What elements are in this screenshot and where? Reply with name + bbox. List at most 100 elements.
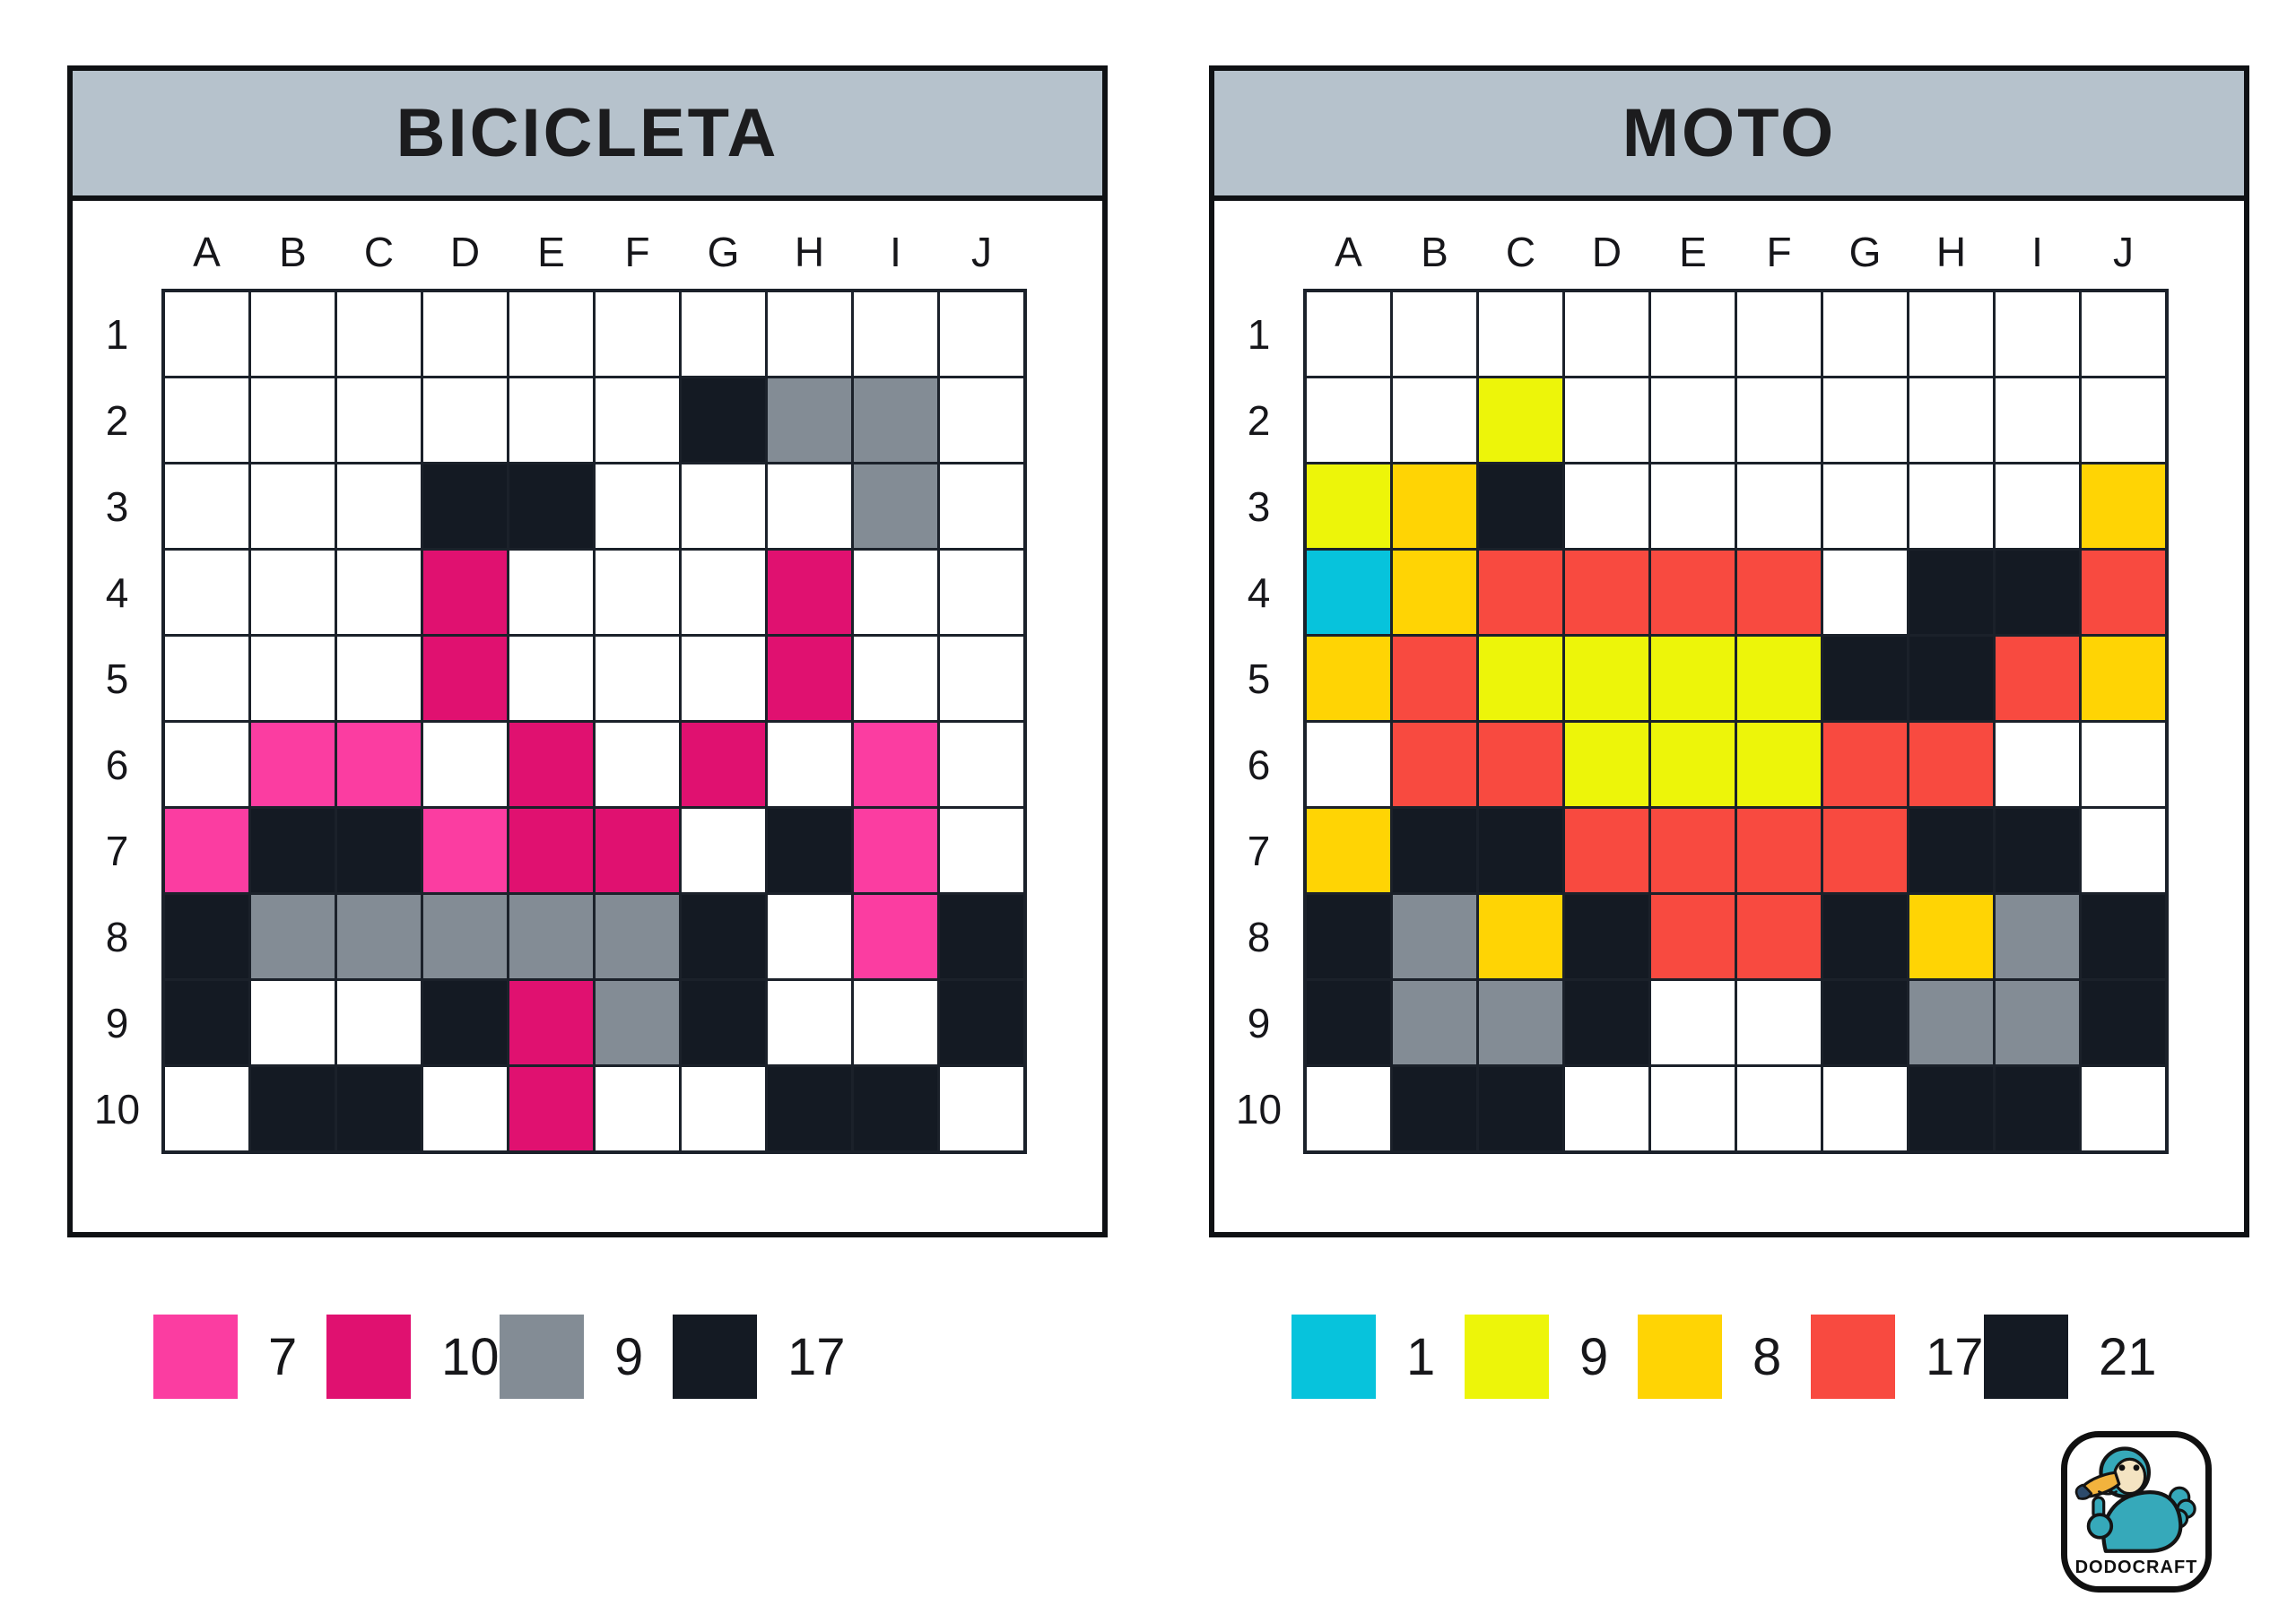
- legend-count-magenta: 10: [441, 1327, 500, 1386]
- row-label-9: 9: [105, 999, 129, 1046]
- grid-cell-D9: [1565, 981, 1648, 1064]
- row-label-3: 3: [1247, 482, 1271, 530]
- grid-cell-A9: [165, 981, 248, 1064]
- grid-cell-I5: [854, 637, 937, 720]
- grid-cell-J1: [2082, 292, 2165, 376]
- grid-cell-J4: [940, 551, 1023, 634]
- grid-cell-G9: [682, 981, 765, 1064]
- row-label-10: 10: [93, 1085, 141, 1133]
- pixel-grid-moto: [1303, 289, 2169, 1154]
- row-label-7: 7: [1247, 827, 1271, 874]
- legend-count-gray: 9: [614, 1327, 644, 1386]
- grid-cell-D2: [423, 378, 507, 462]
- row-label-7: 7: [105, 827, 129, 874]
- grid-cell-J6: [940, 723, 1023, 806]
- grid-cell-B1: [251, 292, 335, 376]
- page-title: MOTO: [1622, 95, 1837, 171]
- row-label-10: 10: [1235, 1085, 1283, 1133]
- row-label-8: 8: [1247, 913, 1271, 960]
- legend-entry-cyan: 1: [1292, 1315, 1465, 1399]
- grid-cell-E4: [1651, 551, 1735, 634]
- grid-cell-A10: [1307, 1067, 1390, 1150]
- column-label-I: I: [890, 229, 901, 275]
- grid-cell-D3: [423, 464, 507, 548]
- grid-cell-B9: [1393, 981, 1476, 1064]
- gold-color-swatch: [1638, 1315, 1722, 1399]
- grid-cell-B4: [251, 551, 335, 634]
- grid-cell-H8: [768, 895, 851, 978]
- row-label-1: 1: [105, 310, 129, 358]
- grid-cell-F9: [596, 981, 679, 1064]
- grid-cell-H7: [1909, 809, 1993, 892]
- grid-cell-B3: [251, 464, 335, 548]
- legend-count-cyan: 1: [1406, 1327, 1436, 1386]
- pixel-board: A B C D E F G H I J 1 2 3 4 5 6 7 8 9 10: [1214, 201, 2244, 1154]
- grid-cell-I2: [1996, 378, 2079, 462]
- grid-cell-C6: [337, 723, 421, 806]
- grid-cell-E4: [509, 551, 593, 634]
- grid-cell-B2: [1393, 378, 1476, 462]
- grid-cell-A2: [1307, 378, 1390, 462]
- legend-count-black: 21: [2099, 1327, 2157, 1386]
- puzzle-card-moto: MOTO A B C D E F G H I J 1 2 3 4 5 6 7 8 9 10: [1209, 65, 2249, 1237]
- grid-cell-D7: [423, 809, 507, 892]
- column-label-A: A: [193, 229, 221, 275]
- grid-cell-D8: [423, 895, 507, 978]
- grid-cell-H4: [1909, 551, 1993, 634]
- grid-cell-F6: [1737, 723, 1821, 806]
- grid-cell-A1: [165, 292, 248, 376]
- grid-cell-C9: [337, 981, 421, 1064]
- column-label-J: J: [2113, 229, 2134, 275]
- grid-cell-G8: [1823, 895, 1907, 978]
- grid-cell-B8: [1393, 895, 1476, 978]
- dodocraft-logo: DODOCRAFT: [2061, 1431, 2212, 1593]
- column-label-G: G: [1848, 229, 1882, 275]
- grid-cell-F6: [596, 723, 679, 806]
- grid-cell-I1: [854, 292, 937, 376]
- grid-cell-C2: [337, 378, 421, 462]
- grid-cell-A10: [165, 1067, 248, 1150]
- grid-cell-B10: [251, 1067, 335, 1150]
- grid-cell-I3: [1996, 464, 2079, 548]
- row-label-4: 4: [1247, 568, 1271, 616]
- puzzle-title-moto: MOTO: [1214, 71, 2244, 201]
- grid-cell-F2: [596, 378, 679, 462]
- grid-cell-D5: [423, 637, 507, 720]
- row-label-3: 3: [105, 482, 129, 530]
- legend-count-pink: 7: [268, 1327, 298, 1386]
- page-title: BICICLETA: [396, 95, 779, 171]
- grid-cell-H9: [768, 981, 851, 1064]
- red-color-swatch: [1811, 1315, 1895, 1399]
- grid-cell-E10: [1651, 1067, 1735, 1150]
- grid-cell-G2: [1823, 378, 1907, 462]
- grid-cell-C3: [337, 464, 421, 548]
- grid-cell-E9: [509, 981, 593, 1064]
- grid-cell-G7: [1823, 809, 1907, 892]
- column-label-E: E: [1679, 229, 1707, 275]
- column-label-I: I: [2031, 229, 2043, 275]
- grid-cell-C8: [1479, 895, 1562, 978]
- grid-cell-A2: [165, 378, 248, 462]
- column-label-E: E: [537, 229, 565, 275]
- grid-cell-I4: [1996, 551, 2079, 634]
- grid-cell-D6: [423, 723, 507, 806]
- grid-cell-I6: [1996, 723, 2079, 806]
- grid-cell-G1: [1823, 292, 1907, 376]
- pixel-board: A B C D E F G H I J 1 2 3 4 5 6 7 8 9 10: [73, 201, 1102, 1154]
- grid-cell-E6: [1651, 723, 1735, 806]
- grid-cell-A1: [1307, 292, 1390, 376]
- row-label-2: 2: [105, 396, 129, 444]
- grid-cell-E8: [1651, 895, 1735, 978]
- grid-cell-B6: [1393, 723, 1476, 806]
- grid-cell-A5: [165, 637, 248, 720]
- legend-entry-red: 17: [1811, 1315, 1984, 1399]
- grid-cell-I4: [854, 551, 937, 634]
- grid-cell-G3: [682, 464, 765, 548]
- grid-cell-I5: [1996, 637, 2079, 720]
- grid-cell-J5: [2082, 637, 2165, 720]
- grid-cell-I10: [854, 1067, 937, 1150]
- grid-cell-E7: [1651, 809, 1735, 892]
- grid-cell-B8: [251, 895, 335, 978]
- grid-cell-A8: [1307, 895, 1390, 978]
